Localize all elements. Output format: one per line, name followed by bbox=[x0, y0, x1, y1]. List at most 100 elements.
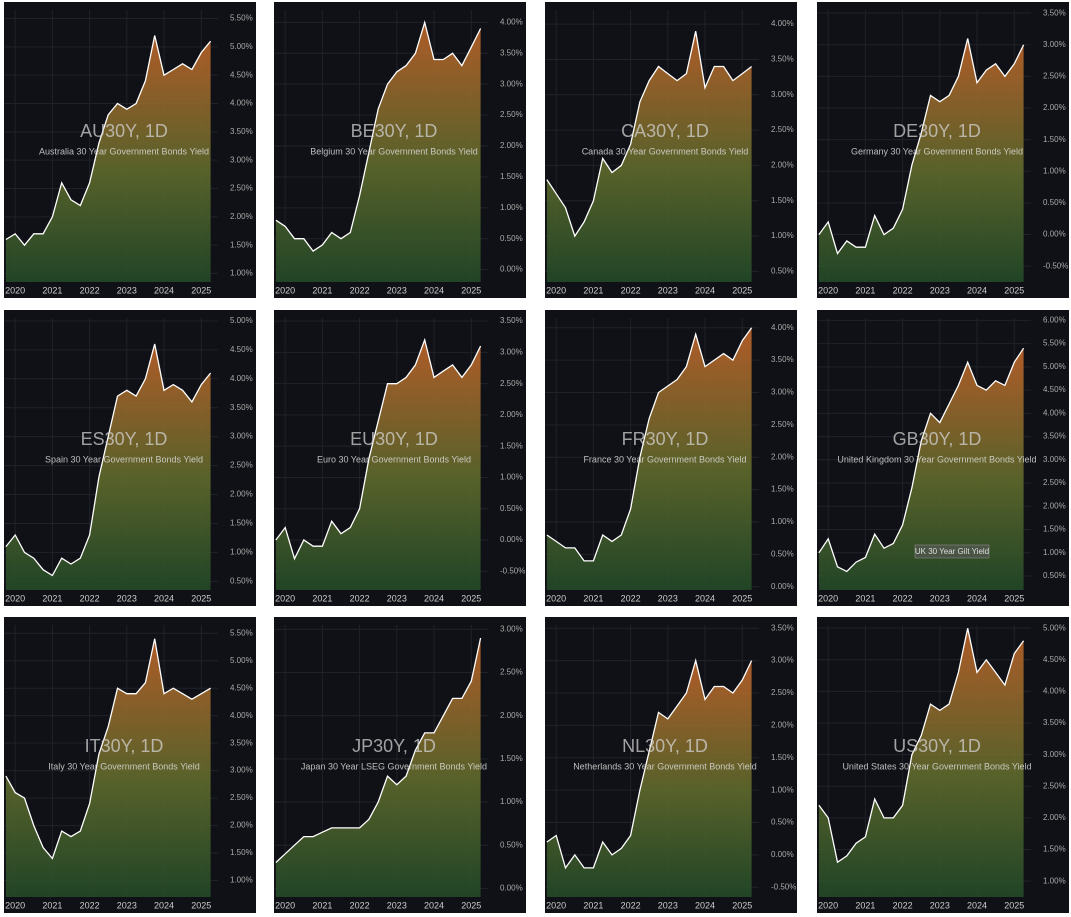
x-tick-label: 2021 bbox=[855, 285, 875, 295]
y-tick-label: 4.50% bbox=[1043, 385, 1066, 394]
x-tick-label: 2021 bbox=[42, 900, 62, 910]
chart-panel: 1.00% 1.50% 2.00% 2.50% 3.00% 3.50% 4.00% 4.50%… bbox=[4, 2, 256, 298]
x-tick-label: 2020 bbox=[275, 285, 295, 295]
chart-title: US30Y, 1D bbox=[893, 736, 981, 756]
y-tick-label: 2.00% bbox=[771, 720, 794, 729]
x-tick-label: 2022 bbox=[350, 593, 370, 603]
y-tick-label: 4.00% bbox=[1043, 408, 1066, 417]
x-tick-label: 2023 bbox=[930, 593, 950, 603]
y-tick-label: 4.50% bbox=[230, 683, 253, 692]
x-tick-label: 2024 bbox=[967, 593, 987, 603]
x-tick-label: 2022 bbox=[350, 285, 370, 295]
y-tick-label: -0.50% bbox=[771, 882, 796, 891]
x-tick-label: 2021 bbox=[42, 593, 62, 603]
y-tick-label: 4.00% bbox=[230, 99, 253, 108]
y-tick-label: 1.00% bbox=[230, 547, 253, 556]
y-tick-label: 3.50% bbox=[771, 623, 794, 632]
x-tick-label: 2024 bbox=[424, 285, 444, 295]
area-fill bbox=[5, 344, 211, 590]
y-tick-label: 1.00% bbox=[771, 517, 794, 526]
y-tick-label: 4.00% bbox=[500, 17, 523, 26]
chart-subtitle: Belgium 30 Year Government Bonds Yield bbox=[310, 146, 478, 156]
y-tick-label: 3.00% bbox=[771, 90, 794, 99]
y-tick-label: 2.50% bbox=[1043, 478, 1066, 487]
x-tick-label: 2020 bbox=[546, 285, 566, 295]
y-tick-label: 1.00% bbox=[771, 231, 794, 240]
chart-panel: 0.50% 1.00% 1.50% 2.00% 2.50% 3.00% 3.50% 4.00%… bbox=[4, 310, 256, 606]
y-tick-label: 3.00% bbox=[1043, 750, 1066, 759]
chart-subtitle: Germany 30 Year Government Bonds Yield bbox=[851, 146, 1023, 156]
area-fill bbox=[818, 38, 1024, 282]
x-tick-label: 2022 bbox=[621, 593, 641, 603]
y-tick-label: 2.50% bbox=[500, 379, 523, 388]
x-tick-label: 2023 bbox=[117, 285, 137, 295]
x-tick-label: 2022 bbox=[893, 593, 913, 603]
x-tick-label: 2022 bbox=[621, 900, 641, 910]
y-tick-label: 2.00% bbox=[500, 711, 523, 720]
y-tick-label: 0.50% bbox=[500, 840, 523, 849]
x-tick-label: 2023 bbox=[658, 285, 678, 295]
chart-panel: 0.50% 1.00% 1.50% 2.00% 2.50% 3.00% 3.50% 4.00%… bbox=[545, 2, 797, 298]
chart-subtitle: United States 30 Year Government Bonds Y… bbox=[842, 761, 1031, 771]
chart-title: AU30Y, 1D bbox=[80, 121, 168, 141]
x-tick-label: 2023 bbox=[387, 593, 407, 603]
area-fill bbox=[275, 638, 481, 897]
y-tick-label: 5.00% bbox=[230, 316, 253, 325]
y-tick-label: 4.50% bbox=[230, 70, 253, 79]
y-tick-label: 0.50% bbox=[1043, 198, 1066, 207]
y-tick-label: 5.50% bbox=[230, 628, 253, 637]
x-tick-label: 2022 bbox=[80, 285, 100, 295]
y-tick-label: 5.00% bbox=[230, 656, 253, 665]
y-tick-label: 0.00% bbox=[500, 535, 523, 544]
x-tick-label: 2020 bbox=[546, 900, 566, 910]
chart-subtitle: Spain 30 Year Government Bonds Yield bbox=[45, 454, 203, 464]
y-tick-label: 2.50% bbox=[500, 110, 523, 119]
x-tick-label: 2025 bbox=[1004, 593, 1024, 603]
y-tick-label: 2.00% bbox=[500, 410, 523, 419]
price-line bbox=[546, 327, 753, 562]
y-tick-label: 0.00% bbox=[500, 883, 523, 892]
chart-subtitle: Netherlands 30 Year Government Bonds Yie… bbox=[573, 761, 757, 771]
x-tick-label: 2023 bbox=[387, 900, 407, 910]
y-tick-label: 2.00% bbox=[230, 490, 253, 499]
y-tick-label: 5.00% bbox=[1043, 623, 1066, 632]
y-tick-label: 1.50% bbox=[230, 519, 253, 528]
y-tick-label: 4.50% bbox=[230, 345, 253, 354]
y-tick-label: 5.50% bbox=[230, 14, 253, 23]
x-tick-label: 2025 bbox=[1004, 900, 1024, 910]
y-tick-label: 2.00% bbox=[500, 141, 523, 150]
chart-panel: 1.00% 1.50% 2.00% 2.50% 3.00% 3.50% 4.00% 4.50%… bbox=[4, 617, 256, 913]
y-tick-label: 2.50% bbox=[771, 688, 794, 697]
annotation: UK 30 Year Gilt Yield bbox=[915, 547, 989, 556]
x-tick-label: 2020 bbox=[275, 593, 295, 603]
x-tick-label: 2022 bbox=[80, 900, 100, 910]
chart-title: CA30Y, 1D bbox=[621, 121, 709, 141]
y-tick-label: 2.00% bbox=[1043, 103, 1066, 112]
y-tick-label: 3.50% bbox=[1043, 718, 1066, 727]
y-tick-label: 3.50% bbox=[771, 55, 794, 64]
y-tick-label: 3.50% bbox=[230, 127, 253, 136]
x-tick-label: 2023 bbox=[930, 900, 950, 910]
chart-title: JP30Y, 1D bbox=[352, 736, 436, 756]
area-fill bbox=[5, 638, 211, 897]
y-tick-label: 1.50% bbox=[1043, 845, 1066, 854]
y-tick-label: 0.00% bbox=[500, 265, 523, 274]
chart-panel: 0.00% 0.50% 1.00% 1.50% 2.00% 2.50% 3.00% 3.50%… bbox=[274, 2, 526, 298]
y-tick-label: 1.50% bbox=[1043, 525, 1066, 534]
price-line bbox=[275, 337, 482, 561]
area-fill bbox=[546, 31, 752, 283]
y-tick-label: 4.00% bbox=[771, 19, 794, 28]
area-fill bbox=[275, 22, 481, 283]
area-fill bbox=[275, 339, 481, 590]
y-tick-label: 1.50% bbox=[500, 754, 523, 763]
y-tick-label: 3.00% bbox=[771, 656, 794, 665]
chart-title: NL30Y, 1D bbox=[622, 736, 708, 756]
x-tick-label: 2021 bbox=[312, 285, 332, 295]
x-tick-label: 2025 bbox=[191, 285, 211, 295]
x-tick-label: 2023 bbox=[117, 900, 137, 910]
y-tick-label: 0.50% bbox=[771, 549, 794, 558]
area-fill bbox=[818, 348, 1024, 590]
x-tick-label: 2024 bbox=[424, 900, 444, 910]
y-tick-label: 3.00% bbox=[500, 348, 523, 357]
